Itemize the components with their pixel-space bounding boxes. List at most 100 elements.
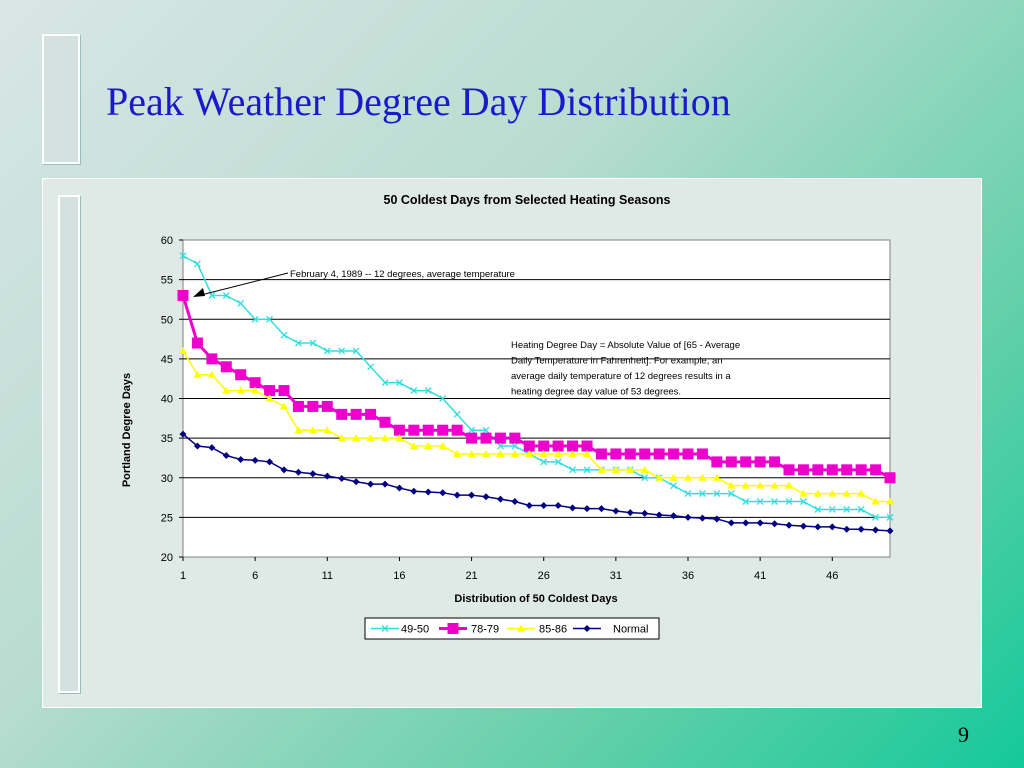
data-point-85-86 — [756, 481, 765, 489]
data-point-normal — [367, 480, 375, 488]
data-point-85-86 — [308, 426, 317, 434]
data-point-85-86 — [366, 434, 375, 442]
data-point-49-50 — [482, 426, 490, 434]
data-point-85-86 — [510, 449, 519, 457]
data-point-normal — [756, 519, 764, 527]
data-point-49-50 — [352, 347, 360, 355]
data-point-normal — [395, 484, 403, 492]
data-point-78-79 — [365, 408, 377, 420]
data-point-normal — [872, 526, 880, 534]
data-point-normal — [222, 452, 230, 460]
data-point-normal — [814, 523, 822, 531]
legend-label-85-86: 85-86 — [539, 624, 567, 636]
data-point-78-79 — [870, 464, 882, 476]
annotation-note-line: Daily Temperature in Fahrenheit]. For ex… — [511, 356, 723, 367]
data-point-78-79 — [235, 369, 247, 381]
legend-marker-85-86 — [517, 624, 525, 632]
data-point-normal — [597, 505, 605, 513]
annotation-arrow-line — [196, 272, 289, 297]
data-point-78-79 — [451, 424, 463, 436]
data-point-85-86 — [236, 386, 245, 394]
data-point-49-50 — [583, 466, 591, 474]
data-point-49-50 — [496, 442, 504, 450]
data-point-85-86 — [554, 449, 563, 457]
data-point-normal — [511, 498, 519, 506]
data-point-normal — [468, 491, 476, 499]
data-point-49-50 — [381, 379, 389, 387]
x-tick-label: 21 — [465, 570, 477, 582]
data-point-85-86 — [467, 449, 476, 457]
data-point-85-86 — [597, 465, 606, 473]
data-point-49-50 — [799, 498, 807, 505]
data-point-normal — [294, 468, 302, 476]
data-point-normal — [698, 514, 706, 522]
data-point-78-79 — [191, 337, 203, 349]
data-point-78-79 — [624, 448, 636, 460]
data-point-85-86 — [712, 473, 721, 481]
y-tick-label: 35 — [161, 433, 173, 445]
data-point-49-50 — [453, 410, 461, 418]
data-point-78-79 — [884, 472, 896, 484]
data-point-49-50 — [569, 466, 577, 474]
data-point-normal — [338, 475, 346, 483]
data-point-normal — [583, 505, 591, 513]
data-point-85-86 — [424, 442, 433, 450]
data-point-85-86 — [871, 497, 880, 505]
data-point-85-86 — [395, 434, 404, 442]
slide-title: Peak Weather Degree Day Distribution — [106, 79, 731, 124]
data-point-78-79 — [509, 432, 521, 444]
data-point-normal — [410, 487, 418, 495]
data-point-78-79 — [177, 289, 189, 301]
data-point-78-79 — [422, 424, 434, 436]
y-tick-label: 55 — [161, 275, 173, 287]
x-tick-label: 31 — [610, 570, 622, 582]
data-point-85-86 — [323, 426, 332, 434]
data-point-78-79 — [725, 456, 737, 468]
data-point-normal — [237, 456, 245, 464]
data-point-49-50 — [540, 458, 548, 466]
data-point-85-86 — [381, 434, 389, 442]
data-point-85-86 — [626, 465, 635, 473]
data-point-85-86 — [640, 465, 649, 473]
data-point-85-86 — [179, 346, 187, 354]
data-point-normal — [482, 493, 490, 501]
data-point-78-79 — [826, 464, 838, 476]
data-point-49-50 — [771, 498, 779, 505]
data-point-78-79 — [321, 400, 333, 412]
data-point-78-79 — [783, 464, 795, 476]
data-point-78-79 — [797, 464, 809, 476]
data-point-85-86 — [222, 386, 231, 394]
data-point-49-50 — [222, 292, 230, 299]
annotation-note-line: heating degree day value of 53 degrees. — [511, 387, 681, 398]
data-point-normal — [742, 519, 750, 527]
data-point-49-50 — [785, 498, 793, 505]
data-point-78-79 — [264, 385, 276, 397]
data-point-78-79 — [437, 424, 449, 436]
data-point-78-79 — [292, 400, 304, 412]
data-point-49-50 — [872, 513, 880, 521]
data-point-78-79 — [379, 416, 391, 428]
data-point-78-79 — [408, 424, 420, 436]
data-point-78-79 — [754, 456, 766, 468]
data-point-normal — [323, 472, 331, 480]
data-point-78-79 — [581, 440, 593, 452]
data-point-85-86 — [352, 434, 361, 442]
data-point-49-50 — [713, 490, 721, 498]
x-tick-label: 26 — [538, 570, 550, 582]
data-point-85-86 — [280, 402, 288, 410]
data-point-85-86 — [193, 370, 202, 378]
data-point-49-50 — [323, 347, 331, 355]
data-point-78-79 — [668, 448, 680, 460]
legend-marker-78-79 — [447, 623, 459, 634]
y-tick-label: 60 — [161, 235, 173, 247]
data-point-85-86 — [438, 442, 447, 450]
y-tick-label: 20 — [161, 552, 173, 564]
data-point-85-86 — [828, 489, 837, 497]
data-point-normal — [439, 489, 447, 497]
data-point-49-50 — [338, 347, 346, 355]
data-point-78-79 — [855, 464, 867, 476]
data-point-49-50 — [424, 387, 432, 395]
data-point-normal — [641, 509, 649, 517]
annotation-note-line: average daily temperature of 12 degrees … — [511, 371, 731, 382]
data-point-49-50 — [511, 442, 519, 450]
